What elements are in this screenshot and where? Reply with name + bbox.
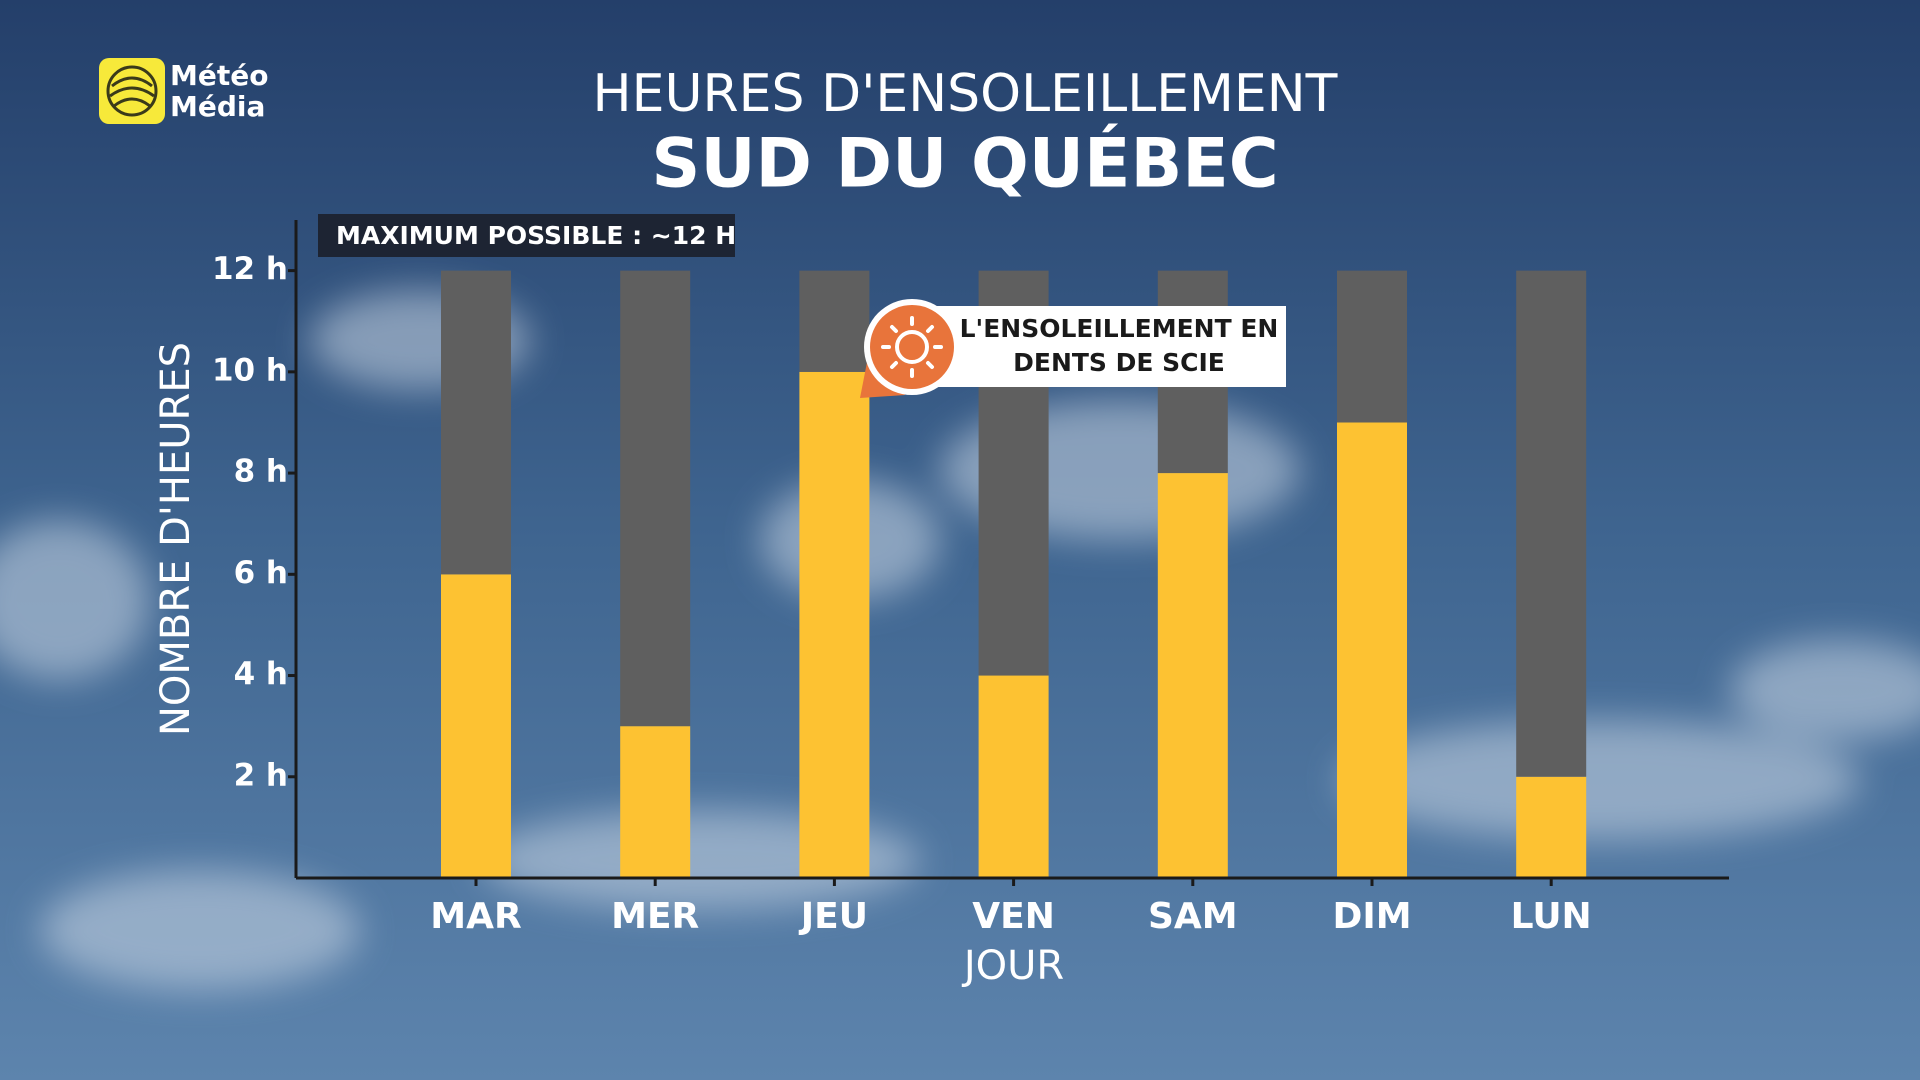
logo-text: Météo [170,59,268,92]
bar-segment [1516,270,1587,777]
x-axis-label: JOUR [961,943,1064,989]
x-tick-label: SAM [1148,896,1238,937]
x-tick-label: DIM [1332,896,1411,937]
bar-segment [1516,776,1587,878]
logo-globe [106,65,158,117]
logo-text: Média [170,90,265,123]
bar-segment [1337,422,1407,878]
y-axis-label: NOMBRE D'HEURES [153,342,199,736]
y-tick-label: 4 h [234,656,288,692]
bar-segment [441,270,511,575]
x-tick-label: MER [611,896,699,937]
callout-text: L'ENSOLEILLEMENT EN [960,314,1279,343]
y-tick-label: 12 h [212,251,288,287]
callout-text: DENTS DE SCIE [1013,348,1225,377]
bar-segment [799,371,870,878]
chart-title: HEURES D'ENSOLEILLEMENT [593,64,1338,124]
x-tick-label: JEU [798,896,868,937]
callout: L'ENSOLEILLEMENT EN DENTS DE SCIE [860,299,1286,398]
chart-subtitle: SUD DU QUÉBEC [651,124,1278,204]
x-tick-label: VEN [972,896,1055,937]
annotation: MAXIMUM POSSIBLE : ~12 H [336,221,736,250]
y-tick-label: 6 h [234,555,288,591]
bar-segment [978,675,1049,878]
x-tick-label: MAR [430,896,521,937]
callout-sun [895,330,929,364]
bar-segment [1157,473,1228,878]
bar-segment [620,270,691,727]
annotation-box [318,214,735,257]
logo: Météo Média [99,58,268,124]
callout-box [930,306,1286,387]
logo-lines [109,76,155,108]
y-tick-label: 2 h [234,757,288,793]
bar-segment [620,726,691,878]
callout-sun-rays [881,316,943,378]
x-tick-label: LUN [1511,896,1592,937]
y-tick-label: 10 h [212,352,288,388]
bar-segment [799,270,870,372]
y-tick-label: 8 h [234,454,288,490]
bar-segment [1337,270,1407,423]
bar-segment [441,574,511,878]
